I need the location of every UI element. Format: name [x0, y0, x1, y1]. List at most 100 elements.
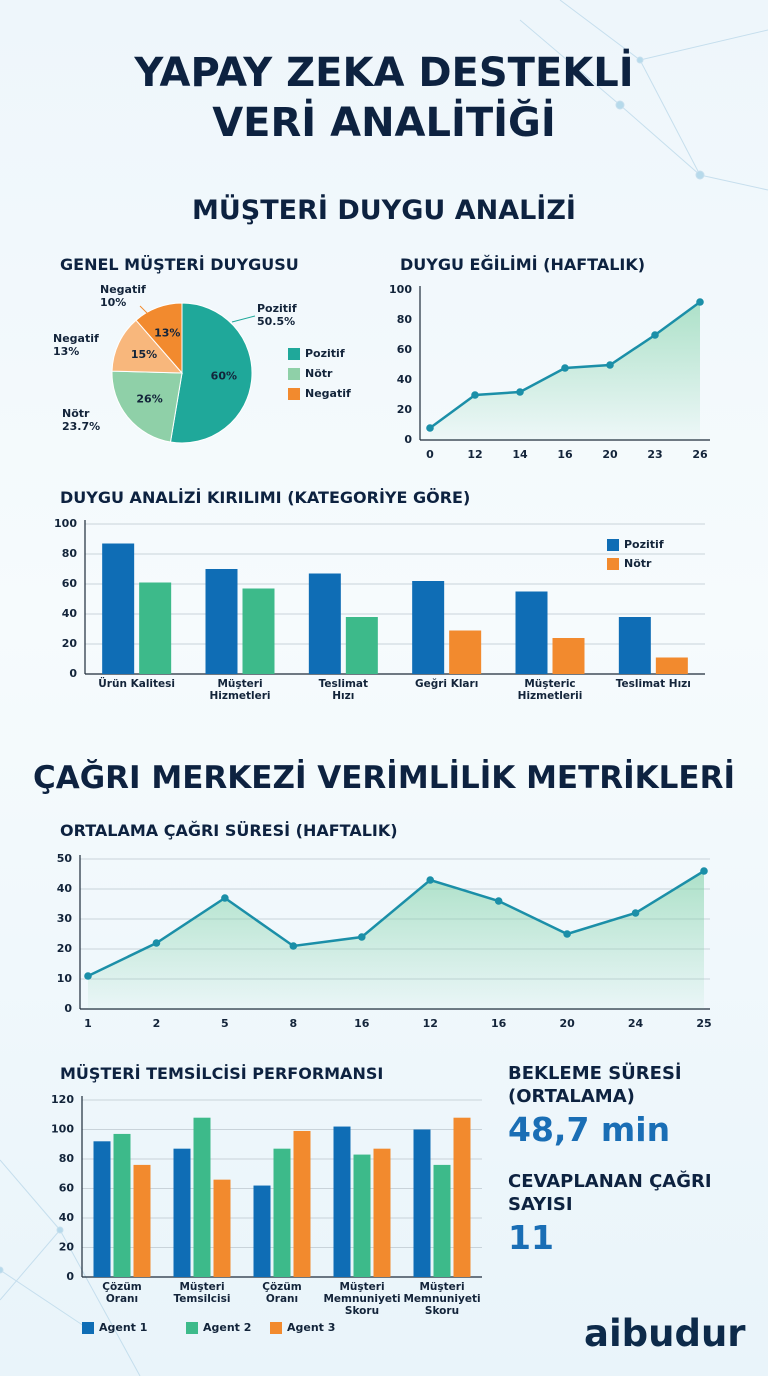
- point: [631, 909, 640, 917]
- slice-name: Nötr: [62, 407, 90, 420]
- point: [426, 876, 435, 884]
- slice-name: Negatif: [100, 283, 146, 296]
- x-tick-label: 2: [153, 1017, 161, 1030]
- y-tick-label: 40: [397, 373, 413, 386]
- y-tick-label: 80: [397, 313, 413, 326]
- brand-logo: aibudur: [584, 1312, 746, 1355]
- legend-label: Negatif: [305, 387, 351, 400]
- y-tick-label: 10: [57, 972, 73, 985]
- x-tick-label: 12: [467, 448, 482, 461]
- bar: [333, 1126, 351, 1277]
- bar: [293, 1130, 311, 1277]
- y-tick-label: 40: [57, 882, 73, 895]
- x-tick-label: Müşteri Temsilcisi: [173, 1281, 231, 1305]
- point: [152, 939, 161, 947]
- x-tick-label: 0: [426, 448, 434, 461]
- legend-swatch: [270, 1322, 282, 1334]
- bar: [412, 581, 445, 674]
- pie-slice: [111, 319, 184, 374]
- y-tick-label: 30: [57, 912, 73, 925]
- bar: [133, 1164, 151, 1277]
- legend-label: Nötr: [305, 367, 333, 380]
- y-tick-label: 100: [51, 1123, 74, 1136]
- y-tick-label: 100: [54, 517, 77, 530]
- chart-title: DUYGU ANALİZİ KIRILIMI (KATEGORİYE GÖRE): [60, 488, 471, 507]
- y-tick-label: 60: [397, 343, 413, 356]
- y-tick-label: 80: [59, 1152, 75, 1165]
- chart-title: GENEL MÜŞTERİ DUYGUSU: [60, 255, 299, 274]
- legend-label: Nötr: [624, 557, 652, 570]
- bar: [433, 1164, 451, 1277]
- bar: [193, 1117, 211, 1277]
- x-tick-label: 1: [84, 1017, 92, 1030]
- section-title: MÜŞTERİ DUYGU ANALİZİ: [192, 195, 576, 226]
- bar: [552, 638, 585, 674]
- slice-label: 15%: [131, 348, 157, 361]
- legend-label: Pozitif: [305, 347, 345, 360]
- slice-note: 13%: [53, 345, 79, 358]
- point: [471, 391, 479, 399]
- x-tick-label: 24: [628, 1017, 644, 1030]
- x-tick-label: 16: [354, 1017, 370, 1030]
- x-tick-label: Çözüm Oranı: [102, 1281, 142, 1305]
- point: [494, 897, 503, 905]
- slice-name: Negatif: [53, 332, 99, 345]
- bar: [453, 1117, 471, 1277]
- y-tick-label: 120: [51, 1093, 74, 1106]
- bar: [93, 1141, 111, 1277]
- chart-title: ORTALAMA ÇAĞRI SÜRESİ (HAFTALIK): [60, 821, 398, 840]
- bar: [655, 657, 688, 674]
- bar: [308, 573, 341, 674]
- bar: [515, 591, 548, 674]
- x-tick-label: Geğri Kları: [415, 678, 479, 690]
- y-tick-label: 0: [64, 1002, 72, 1015]
- y-tick-label: 0: [404, 433, 412, 446]
- bar: [242, 588, 275, 674]
- kpi-value: 48,7 min: [508, 1110, 671, 1149]
- slice-label: 26%: [136, 393, 162, 406]
- legend-swatch: [186, 1322, 198, 1334]
- x-tick-label: Müşteri Memnuniyeti Skoru: [403, 1281, 481, 1317]
- x-tick-label: 14: [512, 448, 528, 461]
- leader-line: [139, 305, 151, 317]
- x-tick-label: 20: [602, 448, 618, 461]
- bar: [373, 1148, 391, 1277]
- point: [289, 942, 298, 950]
- legend-swatch: [288, 368, 300, 380]
- x-tick-label: Müşteri Hizmetleri: [209, 678, 271, 702]
- legend-swatch: [607, 539, 619, 551]
- legend-label: Pozitif: [624, 538, 664, 551]
- slice-label: 60%: [211, 369, 237, 382]
- point: [357, 933, 366, 941]
- y-tick-label: 60: [62, 577, 78, 590]
- y-tick-label: 100: [389, 283, 412, 296]
- y-tick-label: 40: [59, 1211, 75, 1224]
- x-tick-label: 16: [491, 1017, 507, 1030]
- line: [87, 869, 705, 978]
- chart-title: DUYGU EĞİLİMİ (HAFTALIK): [400, 255, 646, 274]
- bar: [273, 1148, 291, 1277]
- bar: [139, 582, 172, 674]
- x-tick-label: 5: [221, 1017, 229, 1030]
- y-tick-label: 20: [59, 1241, 75, 1254]
- slice-note: 10%: [100, 296, 126, 309]
- y-tick-label: 20: [57, 942, 73, 955]
- pie-slice: [111, 370, 183, 443]
- x-tick-label: Çözüm Oranı: [262, 1281, 302, 1305]
- y-tick-label: 20: [397, 403, 413, 416]
- x-tick-label: Müşteri Memnuniyeti Skoru: [323, 1281, 401, 1317]
- bar: [102, 543, 135, 674]
- bar: [205, 569, 238, 674]
- legend-swatch: [607, 558, 619, 570]
- point: [561, 364, 569, 372]
- bar: [345, 617, 378, 674]
- x-tick-label: Teslimat Hızı: [615, 678, 691, 690]
- x-tick-label: Müşteric Hizmetlerii: [517, 678, 583, 702]
- section-title: ÇAĞRI MERKEZİ VERİMLİLİK METRİKLERİ: [32, 760, 736, 796]
- point: [563, 930, 571, 938]
- point: [84, 972, 92, 980]
- point: [516, 388, 524, 396]
- bar: [113, 1133, 131, 1277]
